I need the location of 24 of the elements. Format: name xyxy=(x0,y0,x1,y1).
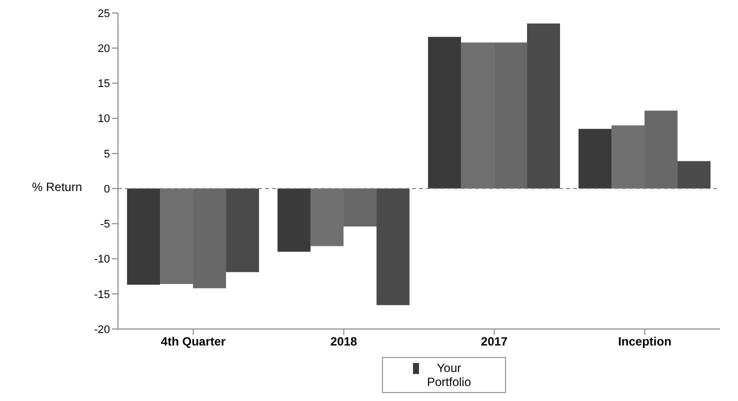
bar xyxy=(527,24,560,189)
y-tick-label: 20 xyxy=(98,43,110,56)
y-tick-label: -15 xyxy=(94,288,110,301)
y-tick-label: 5 xyxy=(104,148,110,160)
legend-label: Your Portfolio xyxy=(426,361,472,389)
x-tick-label: 2018 xyxy=(330,334,358,349)
bar xyxy=(278,188,311,252)
x-tick-label: Inception xyxy=(618,334,672,349)
x-tick-label: 2017 xyxy=(480,334,508,349)
y-tick-label: -10 xyxy=(94,254,110,266)
bar xyxy=(226,188,260,272)
y-tick-label: -20 xyxy=(94,324,110,336)
y-axis-title: % Return xyxy=(32,180,82,194)
y-tick-label: 10 xyxy=(98,113,110,126)
bar xyxy=(678,161,711,189)
y-tick-label: -5 xyxy=(100,218,110,231)
bar xyxy=(376,188,410,306)
x-tick-label: 4th Quarter xyxy=(160,334,226,349)
bar xyxy=(127,188,160,285)
bar xyxy=(578,128,612,189)
bar xyxy=(428,36,462,189)
y-tick-label: 0 xyxy=(104,183,110,196)
y-tick-label: 25 xyxy=(98,8,110,20)
y-tick-label: 15 xyxy=(98,78,110,90)
